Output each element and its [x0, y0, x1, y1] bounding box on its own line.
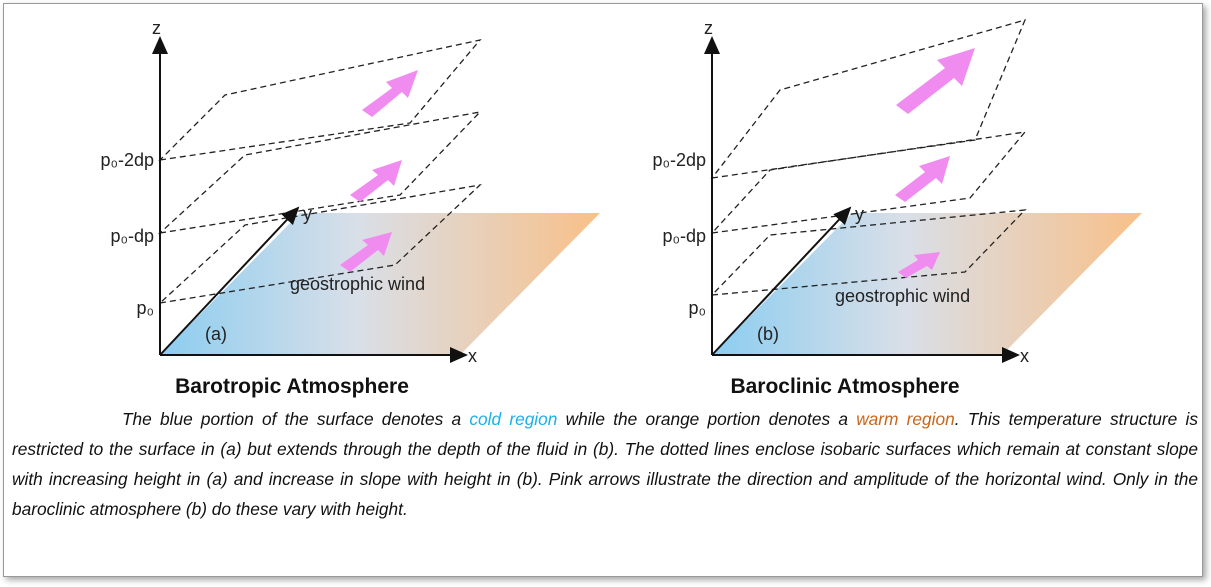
level-label: p₀-2dp: [100, 150, 154, 170]
isobar: [160, 40, 480, 160]
wind-arrow: [895, 156, 950, 202]
x-label: x: [468, 346, 477, 366]
page: z y x p₀-2dp p₀-dp p₀ (a) geostrophic wi…: [0, 0, 1211, 587]
caption-text: The blue portion of the surface denotes …: [122, 409, 469, 429]
z-label: z: [152, 18, 161, 38]
z-label: z: [704, 18, 713, 38]
wind-arrow: [350, 160, 402, 202]
caption: The blue portion of the surface denotes …: [12, 404, 1198, 524]
isobar: [712, 20, 1025, 178]
panel-a: z y x p₀-2dp p₀-dp p₀ (a) geostrophic wi…: [100, 18, 600, 398]
wind-label: geostrophic wind: [835, 286, 970, 306]
level-label: p₀: [137, 298, 154, 318]
panel-b: z y x p₀-2dp p₀-dp p₀ (b) geostrophic wi…: [652, 18, 1142, 398]
panel-tag: (a): [205, 324, 227, 344]
panel-tag: (b): [757, 324, 779, 344]
wind-arrow: [362, 70, 418, 117]
warm-label: warm region: [856, 409, 955, 429]
diagram: z y x p₀-2dp p₀-dp p₀ (a) geostrophic wi…: [0, 0, 1211, 400]
panel-title: Barotropic Atmosphere: [175, 375, 409, 398]
y-label: y: [303, 204, 312, 224]
y-label: y: [855, 204, 864, 224]
level-label: p₀-2dp: [652, 150, 706, 170]
level-label: p₀: [689, 298, 706, 318]
panel-title: Baroclinic Atmosphere: [730, 375, 959, 398]
wind-label: geostrophic wind: [290, 274, 425, 294]
x-label: x: [1020, 346, 1029, 366]
caption-text: while the orange portion denotes a: [557, 409, 856, 429]
level-label: p₀-dp: [663, 226, 707, 246]
level-label: p₀-dp: [111, 226, 155, 246]
wind-arrow: [896, 48, 975, 114]
cold-label: cold region: [469, 409, 557, 429]
